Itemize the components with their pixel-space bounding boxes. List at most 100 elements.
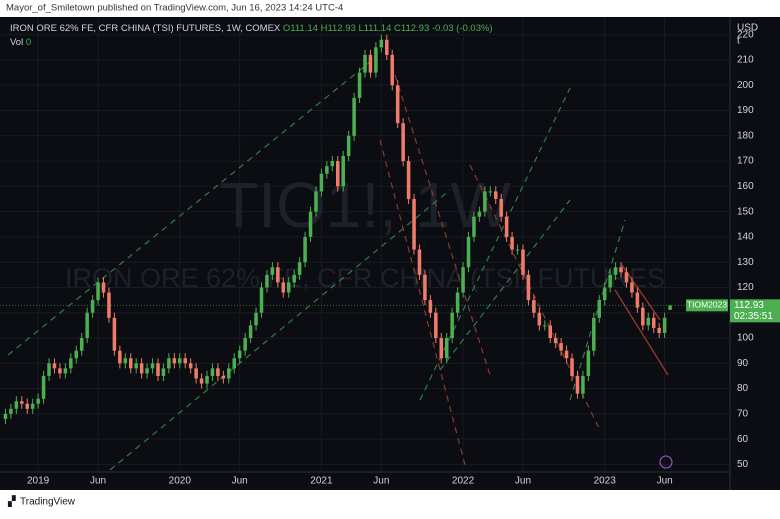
candle-body xyxy=(270,267,275,275)
y-axis-label: USD xyxy=(737,23,758,34)
last-label-bg xyxy=(686,299,728,312)
candle-body xyxy=(118,350,122,364)
candle-body xyxy=(472,216,476,237)
candle-body xyxy=(423,274,427,301)
candle-body xyxy=(553,338,558,344)
y-tick-label: 120 xyxy=(737,282,754,293)
candle-body xyxy=(14,401,19,409)
candle-body xyxy=(112,317,117,351)
candle-body xyxy=(668,305,672,310)
trend-line xyxy=(439,199,571,371)
candle-body xyxy=(586,350,591,376)
candle-body xyxy=(532,300,536,313)
candle-body xyxy=(90,300,95,313)
candle-body xyxy=(368,54,373,73)
candle-body xyxy=(385,39,389,55)
publisher-line: Mayor_of_Smiletown published on TradingV… xyxy=(6,3,343,14)
candle-body xyxy=(58,368,62,374)
legend-low: L111.14 xyxy=(358,23,391,34)
candle-body xyxy=(292,274,296,283)
candle-body xyxy=(276,267,280,283)
candle-body xyxy=(461,267,465,293)
candle-body xyxy=(357,72,362,98)
candle-body xyxy=(47,363,51,376)
candle-body xyxy=(216,368,220,376)
y-tick-label: 220 xyxy=(737,29,754,40)
x-tick-label: Jun xyxy=(657,476,673,487)
candle-body xyxy=(79,338,84,351)
footer-logo: ▞ xyxy=(7,495,16,508)
candle-body xyxy=(123,358,128,364)
legend-close: C112.93 xyxy=(394,23,429,34)
candle-body xyxy=(243,338,247,351)
price-tag: 112.93 xyxy=(734,300,764,311)
candle-body xyxy=(352,97,356,136)
candle-body xyxy=(477,211,482,217)
candle-body xyxy=(570,358,574,376)
candle-body xyxy=(232,358,237,369)
event-icon[interactable] xyxy=(659,455,673,469)
candle-body xyxy=(281,282,286,293)
candle-body xyxy=(602,287,607,301)
candle-body xyxy=(96,282,100,301)
candle-body xyxy=(401,123,405,162)
candle-body xyxy=(188,363,193,369)
y-tick-label: 200 xyxy=(737,80,754,91)
candle-body xyxy=(254,312,258,326)
candle-body xyxy=(395,85,400,124)
candle-body xyxy=(428,300,433,313)
candle-body xyxy=(63,368,68,374)
legend-title: IRON ORE 62% FE, CFR CHINA (TSI) FUTURES… xyxy=(10,23,281,34)
y-tick-label: 130 xyxy=(737,257,754,268)
grid xyxy=(0,17,730,472)
candle-body xyxy=(85,312,89,339)
trend-line xyxy=(621,264,661,321)
trend-line xyxy=(7,61,371,356)
candles xyxy=(3,34,672,424)
x-tick-label: 2019 xyxy=(27,476,50,487)
candle-body xyxy=(41,375,46,399)
candle-body xyxy=(662,317,667,333)
candle-body xyxy=(363,54,367,73)
candle-body xyxy=(172,358,177,364)
x-tick-label: Jun xyxy=(373,476,389,487)
x-tick-label: 2023 xyxy=(594,476,617,487)
candle-body xyxy=(9,408,13,414)
candle-body xyxy=(417,249,422,275)
candle-body xyxy=(575,375,580,394)
candle-body xyxy=(657,327,661,333)
candle-body xyxy=(205,375,209,384)
candle-body xyxy=(134,363,138,369)
candle-body xyxy=(439,338,444,359)
candle-body xyxy=(74,350,79,359)
y-tick-label: 190 xyxy=(737,105,754,116)
y-tick-label: 80 xyxy=(737,383,749,394)
candle-body xyxy=(303,236,307,263)
candle-body xyxy=(145,368,149,374)
candle-body xyxy=(259,287,264,313)
vol-label: Vol xyxy=(10,37,23,48)
candle-body xyxy=(641,307,645,326)
legend-open: O111.14 xyxy=(283,23,318,34)
candle-body xyxy=(543,325,547,327)
legend-change: -0.03 (-0.03%) xyxy=(432,23,493,34)
candle-body xyxy=(101,282,106,293)
candle-body xyxy=(20,401,24,404)
candle-body xyxy=(624,272,629,283)
candle-body xyxy=(592,317,596,351)
y-tick-label: 50 xyxy=(737,459,749,470)
x-tick-label: 2022 xyxy=(452,476,475,487)
price-tag-bg xyxy=(730,299,780,323)
candle-body xyxy=(613,267,618,275)
candle-body xyxy=(450,312,454,339)
candle-body xyxy=(548,325,552,339)
y-tick-label: 210 xyxy=(737,55,754,66)
candle-body xyxy=(564,350,569,359)
x-tick-label: Jun xyxy=(232,476,248,487)
watermark-symbol: TIO1!, 1W xyxy=(219,169,511,241)
candle-body xyxy=(178,358,182,364)
candle-body xyxy=(559,343,563,351)
candle-body xyxy=(286,282,291,293)
candle-body xyxy=(374,47,378,73)
candle-body xyxy=(510,236,514,250)
